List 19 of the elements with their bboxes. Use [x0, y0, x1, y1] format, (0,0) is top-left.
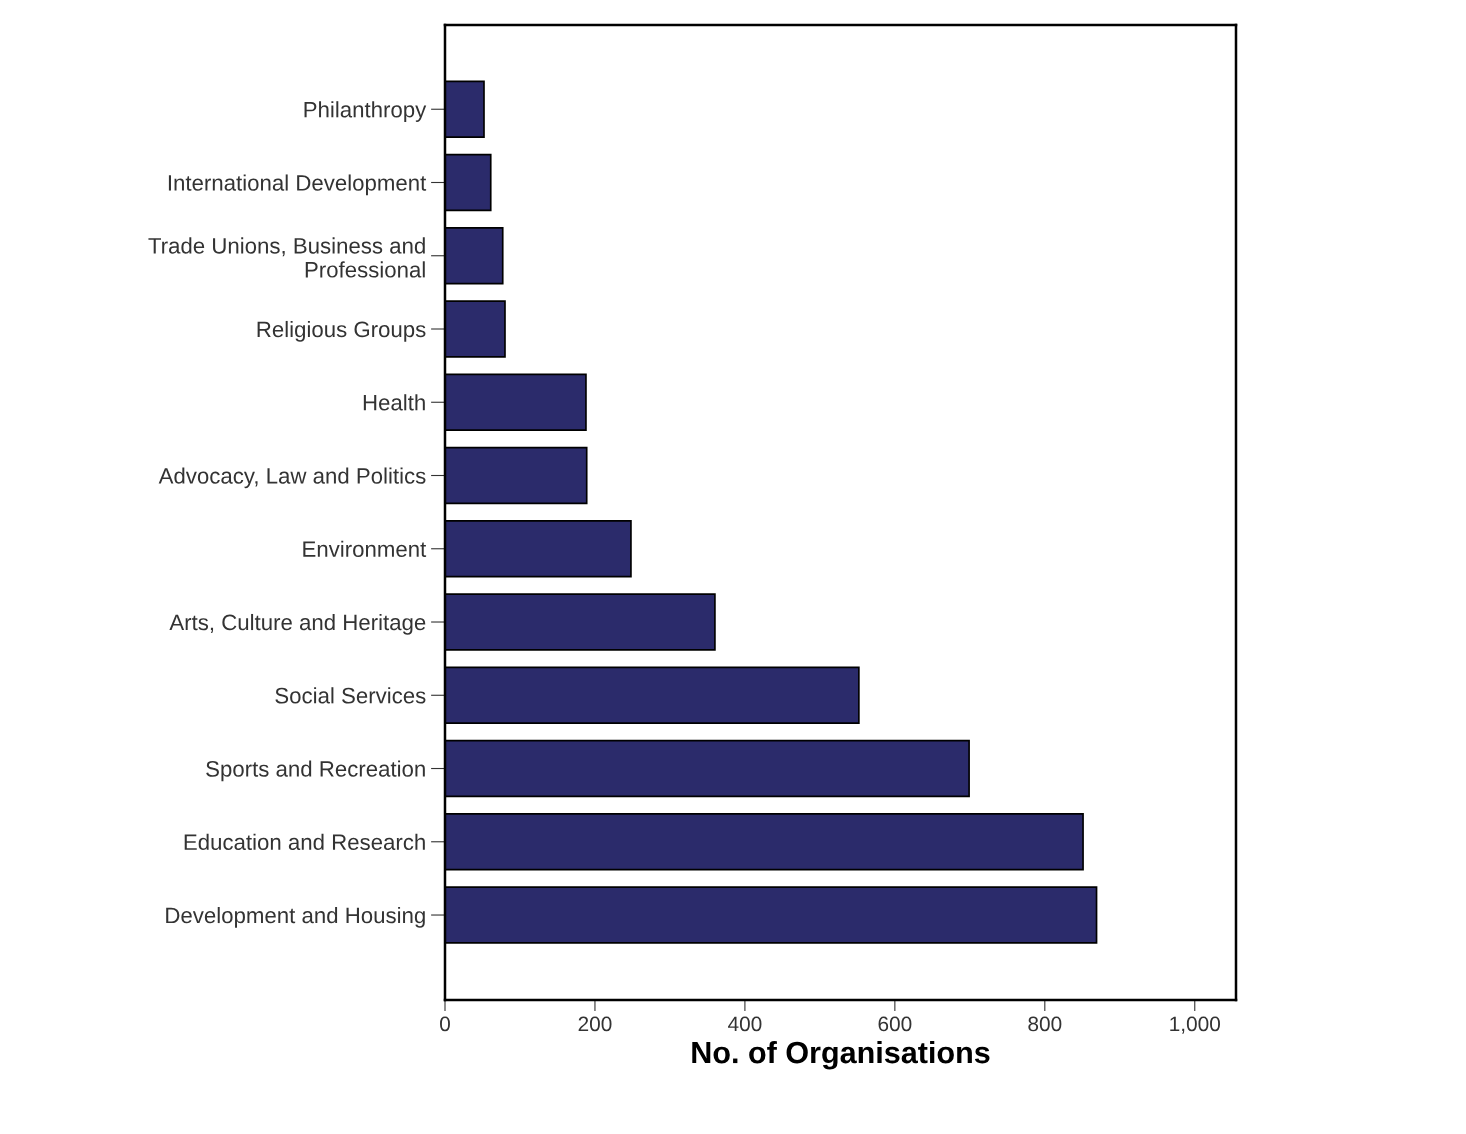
y-tick-label: Development and Housing — [166, 906, 425, 928]
x-tick-label: 800 — [1028, 1016, 1062, 1032]
y-tick-label: Arts, Culture and Heritage — [169, 613, 426, 635]
y-tick-label: Environment — [303, 540, 427, 558]
y-tick-label: Sports and Recreation — [206, 760, 425, 782]
x-axis-title: No. of Organisations — [692, 1040, 990, 1070]
y-tick-label: Religious Groups — [257, 320, 426, 342]
x-tick-label: 0 — [440, 1016, 450, 1032]
y-tick-label: Health — [363, 394, 425, 411]
y-tick-label: Philanthropy — [304, 101, 427, 122]
x-tick-label: 200 — [578, 1016, 612, 1032]
y-tick-label: Trade Unions, Business and Professional — [148, 237, 425, 278]
y-tick-label: Social Services — [275, 687, 426, 704]
x-tick-label: 400 — [728, 1016, 762, 1032]
x-tick-label: 1,000 — [1170, 1016, 1221, 1034]
y-tick-label: Education and Research — [184, 833, 425, 851]
x-tick-label: 600 — [878, 1016, 912, 1032]
y-tick-label: Advocacy, Law and Politics — [158, 467, 426, 489]
y-tick-label: International Development — [168, 174, 427, 196]
